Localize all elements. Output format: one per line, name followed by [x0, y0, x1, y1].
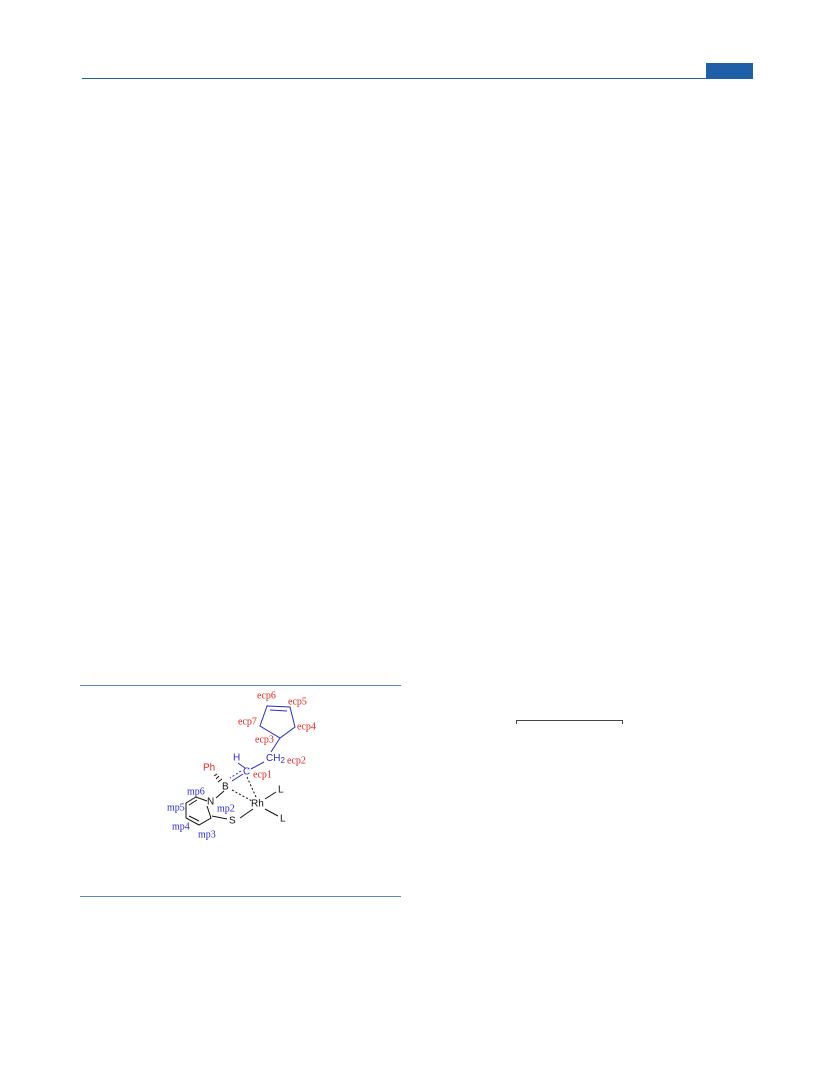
atom-label: mp5 — [167, 802, 185, 813]
atom-label: N — [207, 797, 214, 808]
atom-label: ecp2 — [287, 755, 306, 766]
structure-bonds — [185, 705, 296, 826]
atom-label: B — [222, 782, 229, 793]
atom-label: ecp7 — [238, 716, 257, 727]
atom-label: S — [229, 816, 236, 827]
atom-label: CH — [266, 753, 280, 764]
atom-label: ecp1 — [253, 769, 272, 780]
atom-label: mp6 — [187, 786, 205, 797]
atom-label: H — [233, 753, 240, 764]
atom-label: ecp4 — [297, 721, 316, 732]
atom-label: ecp3 — [255, 734, 274, 745]
atom-label: L — [278, 785, 284, 796]
atom-label: ecp5 — [288, 696, 307, 707]
atom-label: mp2 — [217, 803, 235, 814]
structure-labels: ecp6 ecp5 ecp7 ecp4 ecp3 CH2 ecp2 H C ec… — [167, 690, 316, 840]
atom-label: Ph — [203, 763, 215, 774]
bracket — [516, 720, 623, 724]
atom-subscript: 2 — [280, 756, 285, 765]
atom-label: L — [280, 814, 286, 825]
atom-label: C — [243, 767, 250, 778]
header-tab — [706, 63, 753, 78]
atom-label: mp3 — [198, 829, 216, 840]
atom-label: ecp6 — [257, 690, 276, 701]
atom-label: mp4 — [172, 821, 190, 832]
atom-label: Rh — [251, 799, 264, 810]
atom-label: CH2 — [266, 753, 285, 765]
